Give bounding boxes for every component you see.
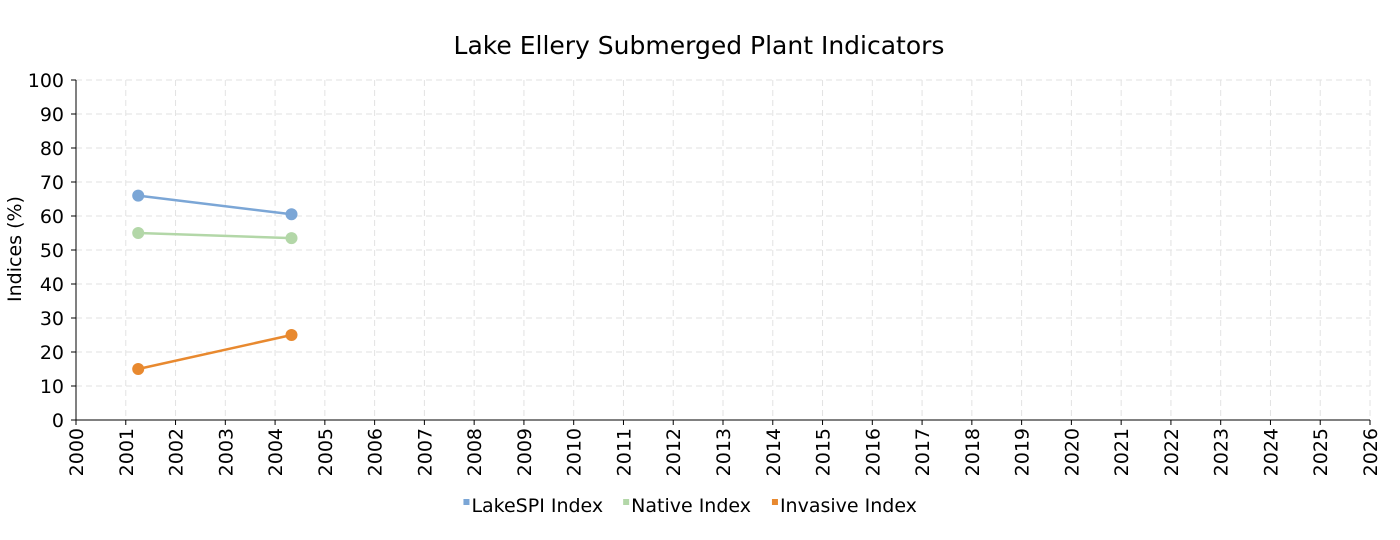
- y-tick-label: 0: [52, 410, 64, 432]
- y-tick-label: 100: [28, 70, 64, 92]
- y-tick-label: 40: [40, 274, 64, 296]
- x-tick-label: 2002: [166, 428, 188, 476]
- axes: 0 10 20 30 40 50 60 70 80 90 100 2000 2001 2002 2003 20…: [28, 70, 1382, 476]
- x-tick-label: 2012: [663, 428, 685, 476]
- chart-title: Lake Ellery Submerged Plant Indicators: [454, 31, 945, 60]
- y-tick-label: 30: [40, 308, 64, 330]
- x-tick-label: 2015: [813, 428, 835, 476]
- legend-label: LakeSPI Index: [471, 495, 603, 517]
- legend-label: Native Index: [631, 495, 751, 517]
- x-tick-label: 2008: [464, 428, 486, 476]
- x-tick-label: 2001: [116, 428, 138, 476]
- x-tick-label: 2022: [1161, 428, 1183, 476]
- x-tick-label: 2018: [962, 428, 984, 476]
- legend-label: Invasive Index: [780, 495, 917, 517]
- grid: [76, 79, 1371, 420]
- x-tick-label: 2019: [1012, 428, 1034, 476]
- y-tick-label: 60: [40, 206, 64, 228]
- x-tick-label: 2017: [912, 428, 934, 476]
- x-tick-label: 2007: [414, 428, 436, 476]
- x-tick-label: 2006: [365, 428, 387, 476]
- data-point: [132, 227, 145, 239]
- y-tick-label: 20: [40, 342, 64, 364]
- x-tick-label: 2023: [1211, 428, 1233, 476]
- x-tick-label: 2025: [1310, 428, 1332, 476]
- series-line: [138, 231, 292, 240]
- legend-swatch: [771, 499, 778, 505]
- legend-swatch: [623, 499, 630, 505]
- legend: LakeSPI Index Native Index Invasive Index: [463, 495, 917, 517]
- y-tick-label: 80: [40, 138, 64, 160]
- x-tick-label: 2005: [315, 428, 337, 476]
- x-tick-label: 2014: [763, 428, 785, 476]
- x-tick-label: 2004: [265, 428, 287, 476]
- y-tick-label: 90: [40, 104, 64, 126]
- data-point: [285, 208, 298, 221]
- legend-item: Invasive Index: [771, 495, 917, 517]
- legend-item: Native Index: [623, 495, 751, 517]
- data-point: [132, 189, 145, 202]
- legend-item: LakeSPI Index: [463, 495, 603, 517]
- x-tick-label: 2003: [215, 428, 237, 476]
- x-tick-label: 2021: [1111, 428, 1133, 476]
- data-point: [132, 363, 145, 375]
- data-point: [285, 232, 298, 245]
- legend-swatch: [463, 499, 470, 505]
- series-line: [137, 333, 292, 371]
- series-line: [138, 194, 292, 216]
- series-lakespi-index: [132, 189, 298, 221]
- x-tick-label: 2011: [613, 428, 635, 476]
- series-invasive-index: [132, 329, 298, 375]
- x-tick-label: 2010: [564, 428, 586, 476]
- x-tick-label: 2020: [1061, 428, 1083, 476]
- series-layer: [132, 189, 298, 375]
- y-axis-label: Indices (%): [4, 196, 26, 302]
- x-tick-label: 2024: [1260, 428, 1282, 476]
- x-tick-label: 2026: [1360, 428, 1382, 476]
- series-native-index: [132, 227, 298, 245]
- x-tick-label: 2009: [514, 428, 536, 476]
- y-tick-label: 50: [40, 240, 64, 262]
- data-point: [285, 329, 298, 341]
- x-tick-label: 2013: [713, 428, 735, 476]
- x-tick-label: 2000: [66, 428, 88, 476]
- y-tick-label: 70: [40, 172, 64, 194]
- y-tick-label: 10: [40, 376, 64, 398]
- x-tick-label: 2016: [862, 428, 884, 476]
